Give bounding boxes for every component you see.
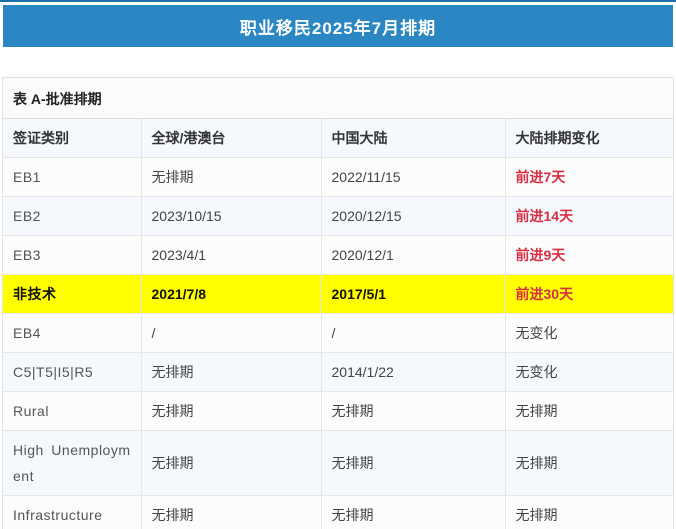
change-cell: 无变化 [504,352,673,392]
col-header-visa-category: 签证类别 [13,130,69,146]
visa-category-cell: C5|T5|I5|R5 [13,364,94,380]
global-date-cell: 2023/4/1 [140,235,321,275]
china-date-cell: 2014/1/22 [320,352,505,392]
visa-category-cell: Infrastructure [13,507,103,523]
china-date-cell: 无排期 [320,391,505,431]
china-date-cell: 2022/11/15 [320,157,505,197]
visa-category-cell: 非技术 [13,286,57,302]
change-cell: 前进30天 [504,274,673,314]
global-date-cell: 无排期 [140,391,321,431]
visa-category-cell: EB3 [13,247,41,263]
china-date-cell: 2020/12/15 [320,196,505,236]
table-row: Infrastructure 无排期 无排期 无排期 [3,495,673,529]
china-date-cell: 无排期 [320,495,505,529]
global-date-cell: 无排期 [140,352,321,392]
change-cell: 无排期 [504,495,673,529]
table-row: EB2 2023/10/15 2020/12/15 前进14天 [3,196,673,236]
visa-category-cell: EB4 [13,325,41,341]
col-header-change: 大陆排期变化 [504,118,673,158]
change-cell: 前进7天 [504,157,673,197]
change-cell: 无排期 [504,391,673,431]
title-bar: 职业移民2025年7月排期 [3,5,673,47]
change-cell: 无排期 [504,430,673,496]
china-date-cell: 无排期 [320,430,505,496]
table-row: 非技术 2021/7/8 2017/5/1 前进30天 [3,274,673,314]
china-date-cell: / [320,313,505,353]
table-row: Rural 无排期 无排期 无排期 [3,391,673,431]
table-row: EB3 2023/4/1 2020/12/1 前进9天 [3,235,673,275]
table-body: EB1 无排期 2022/11/15 前进7天 EB2 2023/10/15 2020/12… [3,157,673,529]
change-cell: 前进14天 [504,196,673,236]
table-row: EB4// 无变化 [3,313,673,353]
page-title: 职业移民2025年7月排期 [239,18,437,38]
table-panel: 表 A-批准排期 签证类别 全球/港澳台 中国大陆 大陆排期变化 EB1 无排期 2… [2,77,674,529]
col-header-global: 全球/港澳台 [140,118,321,158]
china-date-cell: 2020/12/1 [320,235,505,275]
table-caption: 表 A-批准排期 [13,91,102,107]
table-header-row: 签证类别 全球/港澳台 中国大陆 大陆排期变化 [3,118,673,158]
global-date-cell: 2023/10/15 [140,196,321,236]
table-row: High Unemployment 无排期 无排期 无排期 [3,430,673,496]
change-cell: 前进9天 [504,235,673,275]
visa-category-cell: Rural [13,403,49,419]
col-header-china: 中国大陆 [320,118,505,158]
visa-category-cell: High Unemployment [13,442,131,484]
china-date-cell: 2017/5/1 [320,274,505,314]
visa-category-cell: EB2 [13,208,41,224]
visa-bulletin-table: 签证类别 全球/港澳台 中国大陆 大陆排期变化 EB1 无排期 2022/11/15… [3,118,673,529]
change-cell: 无变化 [504,313,673,353]
table-row: EB1 无排期 2022/11/15 前进7天 [3,157,673,197]
page-top-accent-line [0,0,676,2]
global-date-cell: 无排期 [140,157,321,197]
global-date-cell: / [140,313,321,353]
global-date-cell: 无排期 [140,430,321,496]
global-date-cell: 无排期 [140,495,321,529]
table-row: C5|T5|I5|R5 无排期 2014/1/22 无变化 [3,352,673,392]
visa-category-cell: EB1 [13,169,41,185]
global-date-cell: 2021/7/8 [140,274,321,314]
